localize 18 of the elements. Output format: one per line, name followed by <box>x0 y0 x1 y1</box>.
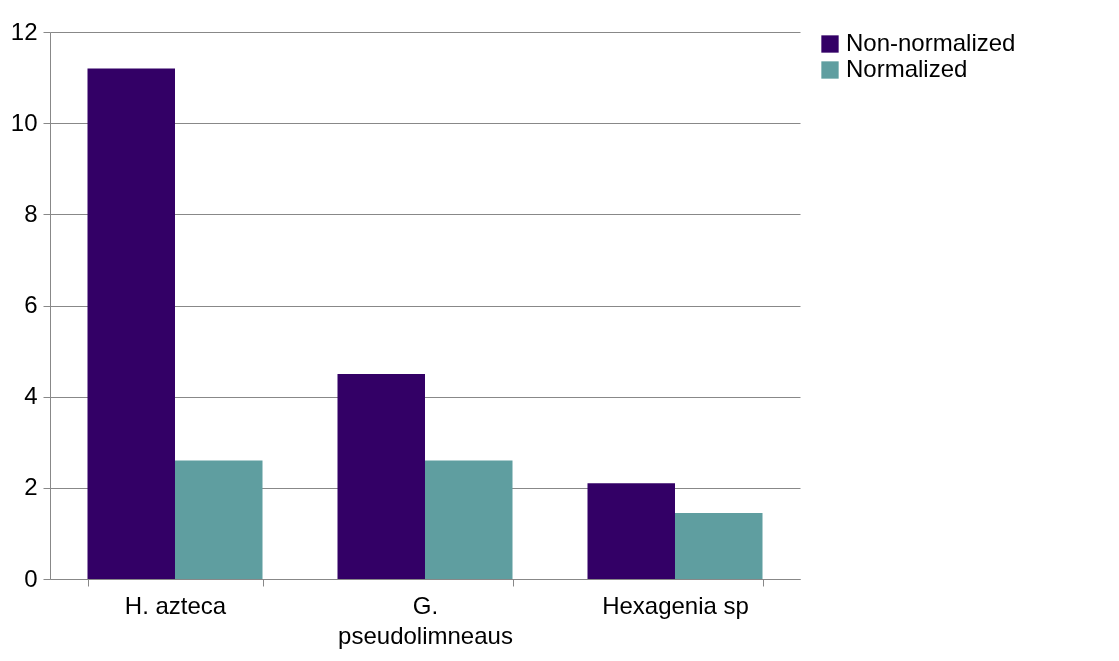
y-tick-label: 8 <box>24 199 38 227</box>
y-tick-label: 6 <box>24 291 38 318</box>
y-tick-label: 2 <box>24 473 38 501</box>
x-tick-label: G. pseudolimneaus <box>338 591 513 649</box>
y-tick-label: 4 <box>24 382 38 410</box>
x-tick-label: H. azteca <box>124 591 227 619</box>
x-tick-label: Hexagenia sp <box>602 591 749 619</box>
bar <box>587 483 675 579</box>
legend-label: Normalized <box>846 55 968 82</box>
bar <box>675 512 763 579</box>
y-tick-label: 10 <box>10 108 38 136</box>
y-tick-label: 12 <box>10 17 38 45</box>
bar <box>425 460 513 579</box>
bar <box>175 460 263 579</box>
bar <box>87 68 175 579</box>
y-tick-label: 0 <box>24 564 38 592</box>
legend-label: Non-normalized <box>846 29 1016 56</box>
bar <box>337 373 425 579</box>
